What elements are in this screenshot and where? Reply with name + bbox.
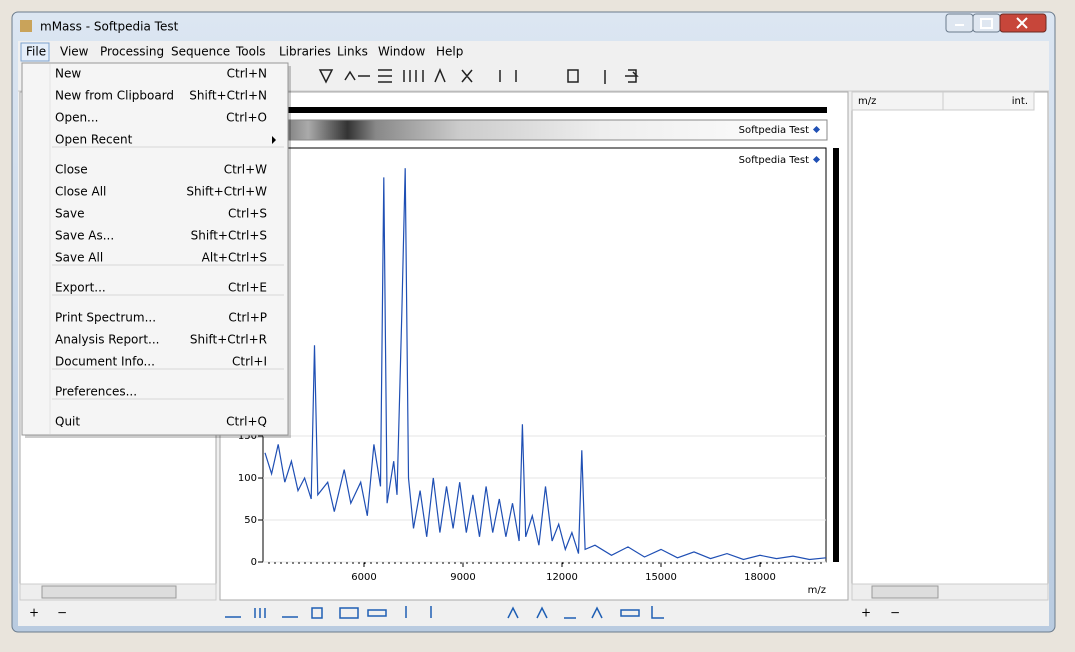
menu-shortcut: Ctrl+P [228, 311, 267, 325]
document-bar [263, 107, 827, 113]
intensity-bar [833, 148, 839, 562]
menu-shortcut: Alt+Ctrl+S [202, 251, 267, 265]
menu-shortcut: Ctrl+S [228, 207, 267, 221]
column-header: m/z [858, 96, 876, 107]
menu-highlight [20, 42, 50, 62]
menu-shortcut: Ctrl+Q [226, 415, 267, 429]
menu-entry[interactable]: Save [55, 207, 84, 221]
strip-label: Softpedia Test [739, 125, 809, 136]
menu-item[interactable]: Help [436, 45, 463, 59]
left-scroll-thumb[interactable] [41, 585, 177, 599]
y-tick-label: 0 [251, 557, 257, 568]
file-menu: New Ctrl+N New from Clipboard Shift+Ctrl+N O… [21, 62, 291, 438]
menu-item[interactable]: Tools [235, 45, 266, 59]
x-tick-label: 9000 [450, 572, 475, 583]
menu-entry[interactable]: New from Clipboard [55, 89, 174, 103]
spectrum-panel [219, 91, 849, 601]
menu-shortcut: Shift+Ctrl+N [189, 89, 267, 103]
menu-item[interactable]: Window [378, 45, 426, 59]
window-button-glyphs [955, 17, 1028, 29]
menu-entry[interactable]: New [55, 67, 81, 81]
menu-entry[interactable]: Preferences... [55, 385, 137, 399]
menu-entry[interactable]: Close [55, 163, 88, 177]
menu-shortcut: Ctrl+W [224, 163, 267, 177]
menu-item[interactable]: File [26, 45, 46, 59]
menu-entry[interactable]: Open... [55, 111, 99, 125]
window-title: mMass - Softpedia Test [40, 20, 179, 34]
menu-entry[interactable]: Analysis Report... [55, 333, 159, 347]
remove-button[interactable]: − [57, 606, 67, 620]
column-header: int. [1012, 96, 1028, 107]
right-scroll-thumb[interactable] [871, 585, 939, 599]
maximize-button[interactable] [972, 13, 1001, 33]
spectrum-line [264, 168, 827, 561]
menu-shortcut: Ctrl+I [232, 355, 267, 369]
bottom-toolbar-icons [225, 606, 664, 619]
x-tick-label: 12000 [546, 572, 578, 583]
y-tick-label: 150 [238, 431, 257, 442]
legend-label: Softpedia Test [739, 155, 809, 166]
menu-entry[interactable]: Export... [55, 281, 106, 295]
menu-entry[interactable]: Open Recent [55, 133, 133, 147]
minimize-button[interactable] [945, 13, 974, 33]
toolbar-icons [318, 68, 639, 84]
menu-item[interactable]: Processing [100, 45, 164, 59]
menu-entry[interactable]: Document Info... [55, 355, 155, 369]
menu-shortcut: Shift+Ctrl+R [190, 333, 267, 347]
menu-shortcut: Shift+Ctrl+S [191, 229, 267, 243]
app-icon [20, 20, 32, 32]
menu-shortcut: Ctrl+O [226, 111, 267, 125]
menu-entry[interactable]: Quit [55, 415, 80, 429]
add-button[interactable]: + [861, 606, 871, 620]
peak-table [851, 91, 1049, 601]
menu-shortcut: Shift+Ctrl+W [186, 185, 267, 199]
menu-shortcut: Ctrl+E [228, 281, 267, 295]
x-axis-label: m/z [808, 585, 826, 596]
strip-marker [812, 125, 821, 134]
y-tick-label: 50 [244, 515, 257, 526]
menu-item[interactable]: Links [337, 45, 368, 59]
menu-entry[interactable]: Close All [55, 185, 106, 199]
x-tick-label: 15000 [645, 572, 677, 583]
menu-item[interactable]: Libraries [279, 45, 331, 59]
submenu-arrow [272, 136, 276, 144]
menu-item[interactable]: View [60, 45, 89, 59]
menu-entry[interactable]: Save All [55, 251, 103, 265]
x-tick-label: 18000 [744, 572, 776, 583]
remove-button[interactable]: − [890, 606, 900, 620]
legend-marker [812, 155, 821, 164]
menu-shortcut: Ctrl+N [227, 67, 267, 81]
menu-background [21, 62, 289, 436]
menu-entry[interactable]: Print Spectrum... [55, 311, 156, 325]
menu-entry[interactable]: Save As... [55, 229, 114, 243]
y-tick-label: 100 [238, 473, 257, 484]
x-tick-label: 6000 [351, 572, 376, 583]
menu-item[interactable]: Sequence [171, 45, 230, 59]
add-button[interactable]: + [29, 606, 39, 620]
